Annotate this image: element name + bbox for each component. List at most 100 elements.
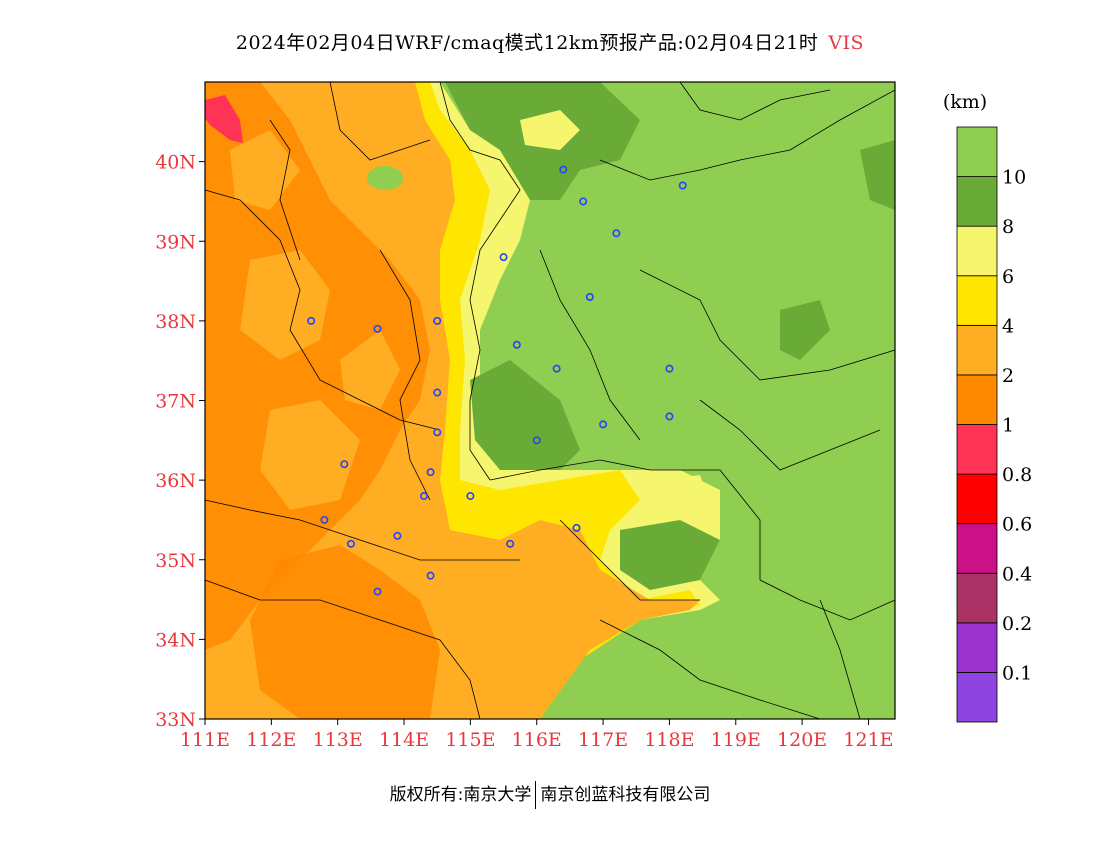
colorbar-swatch: [956, 275, 998, 326]
colorbar-swatch: [956, 622, 998, 673]
lon-label: 117E: [578, 729, 628, 751]
lon-label: 119E: [711, 729, 761, 751]
footer-right: 南京创蓝科技有限公司: [540, 785, 711, 805]
lon-label: 120E: [777, 729, 827, 751]
station-marker: [532, 436, 541, 445]
station-marker: [419, 492, 428, 501]
colorbar-label: 0.4: [1002, 563, 1032, 585]
boundary-line-1: [439, 81, 521, 481]
station-marker: [433, 428, 442, 437]
latitude-axis: 40N 39N 38N 37N 36N 35N 34N 33N: [155, 152, 205, 731]
admin-boundaries: [204, 81, 896, 720]
colorbar-swatch: [956, 126, 998, 177]
lon-label: 121E: [843, 729, 893, 751]
station-marker: [393, 531, 402, 540]
field-8-10km-bay: [780, 300, 830, 360]
lon-label: 112E: [246, 729, 296, 751]
longitude-axis: 111E 112E 113E 114E 115E 116E 117E 118E 119E 120E…: [180, 719, 894, 751]
colorbar-label: 1: [1002, 415, 1014, 437]
boundary-line-17: [679, 81, 831, 121]
station-marker: [433, 388, 442, 397]
boundary-line-14: [539, 249, 641, 441]
field-pocket-north: [520, 110, 580, 150]
boundary-line-7: [599, 619, 821, 720]
field-pocket-east: [660, 475, 710, 520]
colorbar-label: 0.1: [1002, 662, 1032, 684]
field-patch-a: [240, 250, 330, 360]
colorbar-swatch: [956, 424, 998, 475]
colorbar-label: 6: [1002, 266, 1014, 288]
field-8-10km-east: [620, 520, 720, 590]
boundary-line-3: [599, 89, 896, 181]
colorbar-label: 0.6: [1002, 514, 1032, 536]
colorbar-swatch: [956, 374, 998, 425]
station-marker: [433, 316, 442, 325]
boundary-line-8: [204, 189, 441, 431]
title-variable: VIS: [828, 32, 865, 54]
station-marker: [559, 165, 568, 174]
lon-label: 114E: [379, 729, 429, 751]
station-marker: [599, 420, 608, 429]
lat-label: 34N: [155, 629, 196, 651]
boundary-line-12: [269, 119, 301, 261]
lon-label: 113E: [313, 729, 363, 751]
station-marker: [552, 364, 561, 373]
field-1-2km-south: [250, 545, 440, 719]
boundary-line-9: [204, 499, 520, 561]
lat-label: 33N: [155, 709, 196, 731]
field-8-10km-central: [470, 360, 580, 470]
boundary-line-11: [329, 81, 431, 161]
colorbar-label: 2: [1002, 365, 1014, 387]
field-patch-b: [260, 400, 360, 510]
colorbar: 0.1 0.2 0.4 0.6 0.8 1 2 4 6 8 10: [956, 126, 1032, 723]
footer-separator: [535, 781, 537, 809]
colorbar-swatch: [956, 572, 998, 624]
station-marker: [572, 523, 581, 532]
colorbar-swatch: [956, 672, 998, 723]
station-marker: [612, 229, 621, 238]
boundary-line-4: [639, 269, 896, 381]
field-patch-d: [230, 130, 300, 210]
lat-label: 37N: [155, 391, 196, 413]
field-green-islet: [367, 166, 403, 190]
station-marker: [665, 412, 674, 421]
boundary-line-5: [699, 399, 881, 471]
lat-label: 39N: [155, 231, 196, 253]
copyright-footer: 版权所有:南京大学 南京创蓝科技有限公司: [0, 780, 1100, 809]
colorbar-swatch: [956, 523, 998, 574]
station-marker: [506, 539, 515, 548]
colorbar-label: 8: [1002, 216, 1014, 238]
lat-label: 36N: [155, 470, 196, 492]
visibility-field: [205, 82, 895, 719]
station-marker: [665, 364, 674, 373]
boundary-line-6: [719, 469, 896, 621]
station-marker: [585, 292, 594, 301]
colorbar-swatch: [956, 225, 998, 277]
station-marker: [340, 460, 349, 469]
colorbar-label: 0.2: [1002, 613, 1032, 635]
city-stations: [307, 165, 687, 596]
colorbar-label: 0.8: [1002, 464, 1032, 486]
colorbar-swatch: [956, 473, 998, 525]
lat-label: 35N: [155, 550, 196, 572]
colorbar-label: 10: [1002, 167, 1026, 189]
station-marker: [373, 324, 382, 333]
boundary-line-13: [379, 249, 431, 501]
footer-left: 版权所有:南京大学: [389, 785, 532, 805]
field-below-1km: [205, 95, 243, 143]
colorbar-swatch: [956, 176, 998, 227]
field-patch-c: [340, 330, 400, 410]
lon-label: 111E: [180, 729, 230, 751]
station-marker: [512, 340, 521, 349]
station-marker: [499, 253, 508, 262]
boundary-line-15: [559, 519, 700, 601]
boundary-line-16: [819, 599, 861, 720]
field-8-10km-coast: [860, 140, 895, 210]
field-1-2km-west: [205, 82, 430, 650]
station-marker: [307, 316, 316, 325]
station-marker: [426, 468, 435, 477]
map-title: 2024年02月04日WRF/cmaq模式12km预报产品:02月04日21时 V…: [0, 28, 1100, 55]
station-marker: [426, 571, 435, 580]
station-marker: [373, 587, 382, 596]
